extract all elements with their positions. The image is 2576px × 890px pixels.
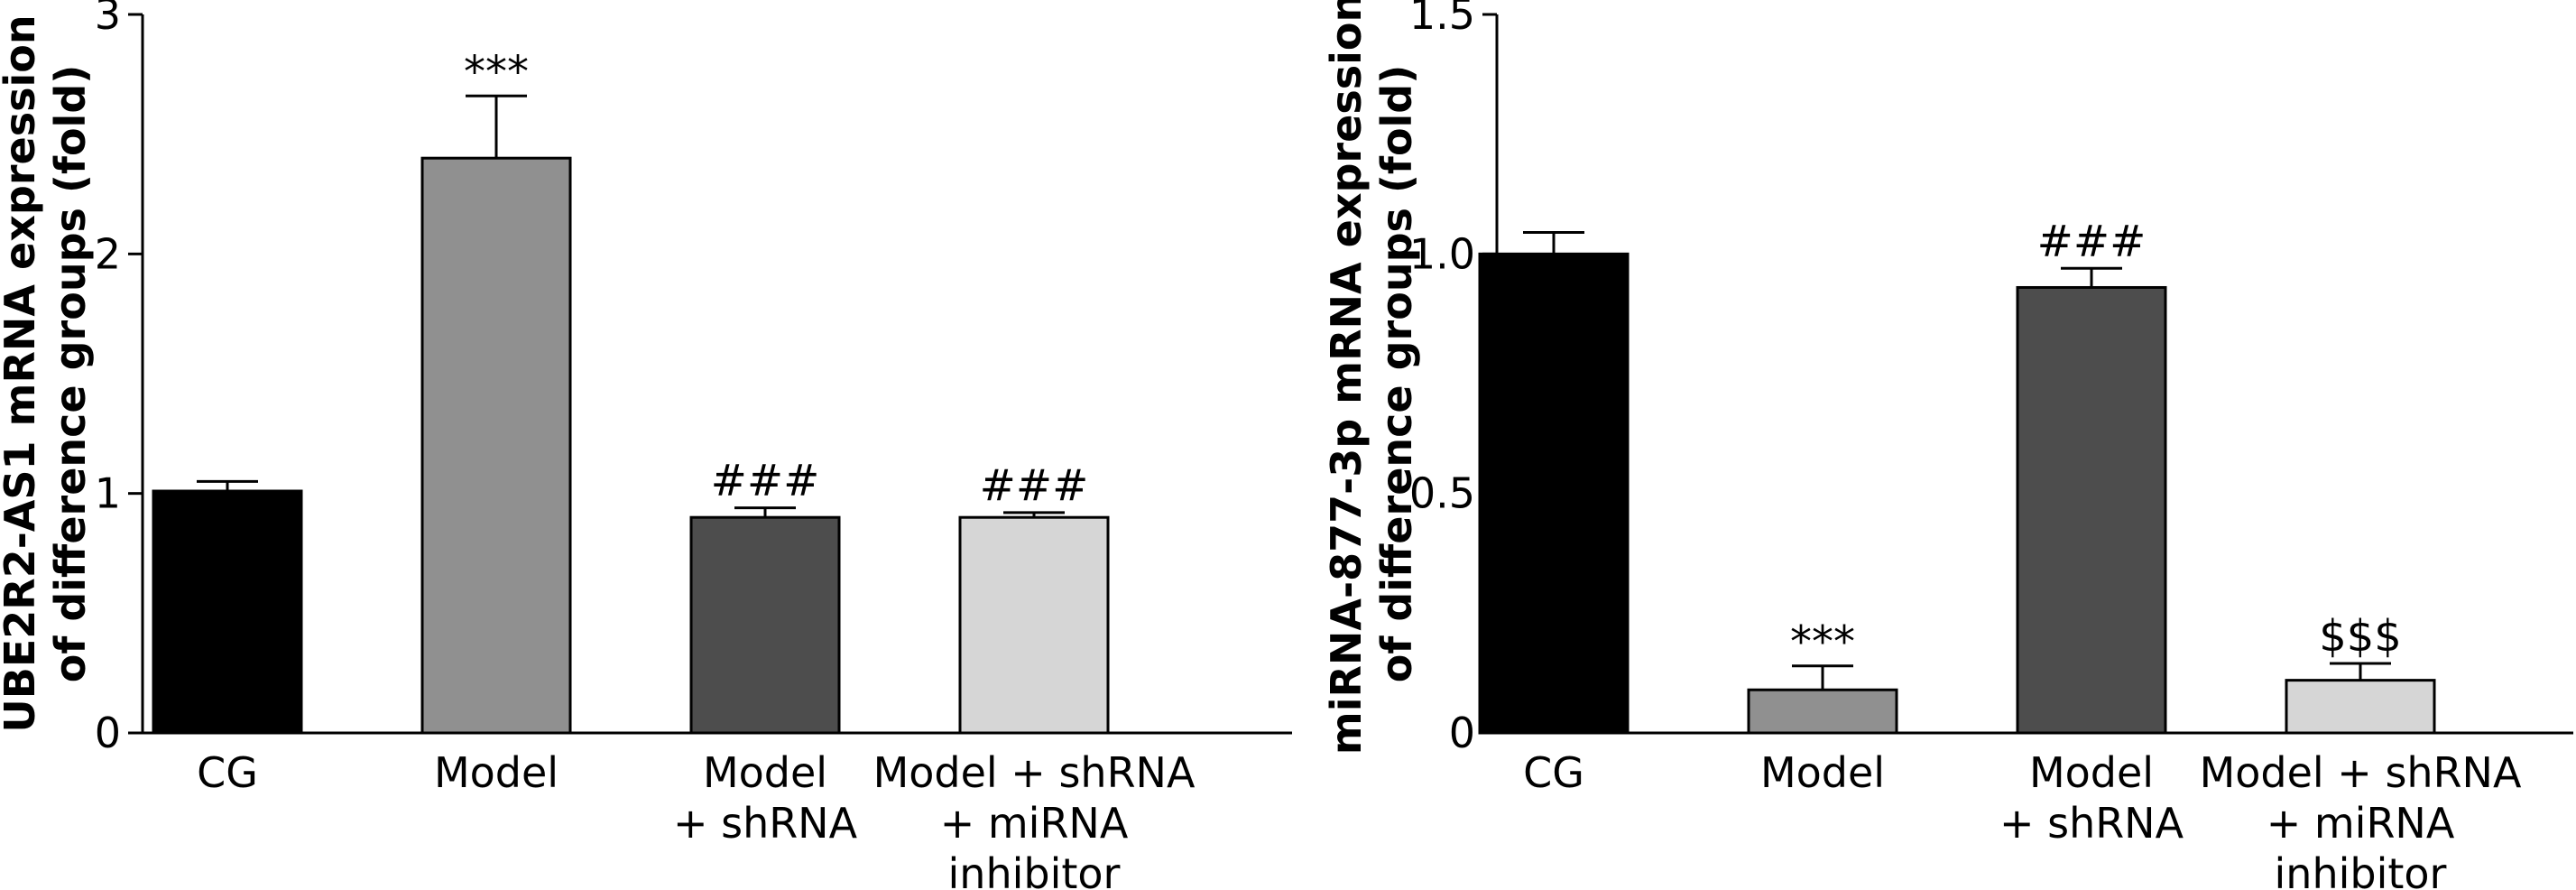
category-label: inhibitor bbox=[948, 849, 1121, 890]
y-axis-label: UBE2R2-AS1 mRNA expression bbox=[0, 14, 44, 732]
y-tick-label: 3 bbox=[95, 0, 121, 39]
y-tick-label: 0 bbox=[1449, 709, 1475, 757]
y-axis-label: of difference groups (fold) bbox=[1372, 65, 1421, 683]
category-label: CG bbox=[1523, 748, 1584, 797]
y-tick-label: 1 bbox=[95, 469, 121, 518]
category-label: + shRNA bbox=[1999, 799, 2184, 848]
significance-label: *** bbox=[464, 47, 529, 97]
bar bbox=[958, 515, 1110, 735]
bar bbox=[2285, 679, 2436, 735]
bar bbox=[689, 515, 841, 735]
chart-ube2r2-as1: 0 1 2 3 UBE2R2-AS1 mRNA expression of differe… bbox=[0, 0, 1292, 890]
category-label: inhibitor bbox=[2275, 849, 2447, 890]
category-label: Model + shRNA bbox=[873, 748, 1196, 797]
category-label: Model bbox=[434, 748, 559, 797]
chart-mirna-877-3p: 0 0.5 1.0 1.5 miRNA-877-3p mRNA expression of… bbox=[1322, 0, 2573, 890]
category-label: Model bbox=[2029, 748, 2154, 797]
y-axis-label: of difference groups (fold) bbox=[46, 65, 95, 683]
significance-label: ### bbox=[980, 460, 1089, 511]
bar bbox=[1747, 688, 1898, 735]
bar bbox=[152, 489, 303, 735]
category-label: Model + shRNA bbox=[2200, 748, 2522, 797]
significance-label: *** bbox=[1790, 617, 1855, 668]
y-tick-label: 1.5 bbox=[1409, 0, 1475, 39]
y-tick-label: 0 bbox=[95, 709, 121, 757]
category-label: + shRNA bbox=[673, 799, 858, 848]
bar bbox=[2016, 285, 2167, 735]
y-tick-label: 1.0 bbox=[1409, 229, 1475, 278]
category-label: Model bbox=[1760, 748, 1885, 797]
y-tick-label: 0.5 bbox=[1409, 469, 1475, 518]
category-label: + miRNA bbox=[2267, 799, 2455, 848]
bar bbox=[420, 156, 572, 735]
significance-label: ### bbox=[711, 456, 820, 506]
category-label: CG bbox=[197, 748, 258, 797]
bar bbox=[1478, 252, 1630, 735]
y-tick-label: 2 bbox=[95, 229, 121, 278]
category-label: Model bbox=[703, 748, 827, 797]
significance-label: $$$ bbox=[2319, 611, 2402, 662]
category-label: + miRNA bbox=[940, 799, 1129, 848]
significance-label: ### bbox=[2037, 216, 2147, 266]
y-axis-label: miRNA-877-3p mRNA expression bbox=[1322, 0, 1371, 755]
